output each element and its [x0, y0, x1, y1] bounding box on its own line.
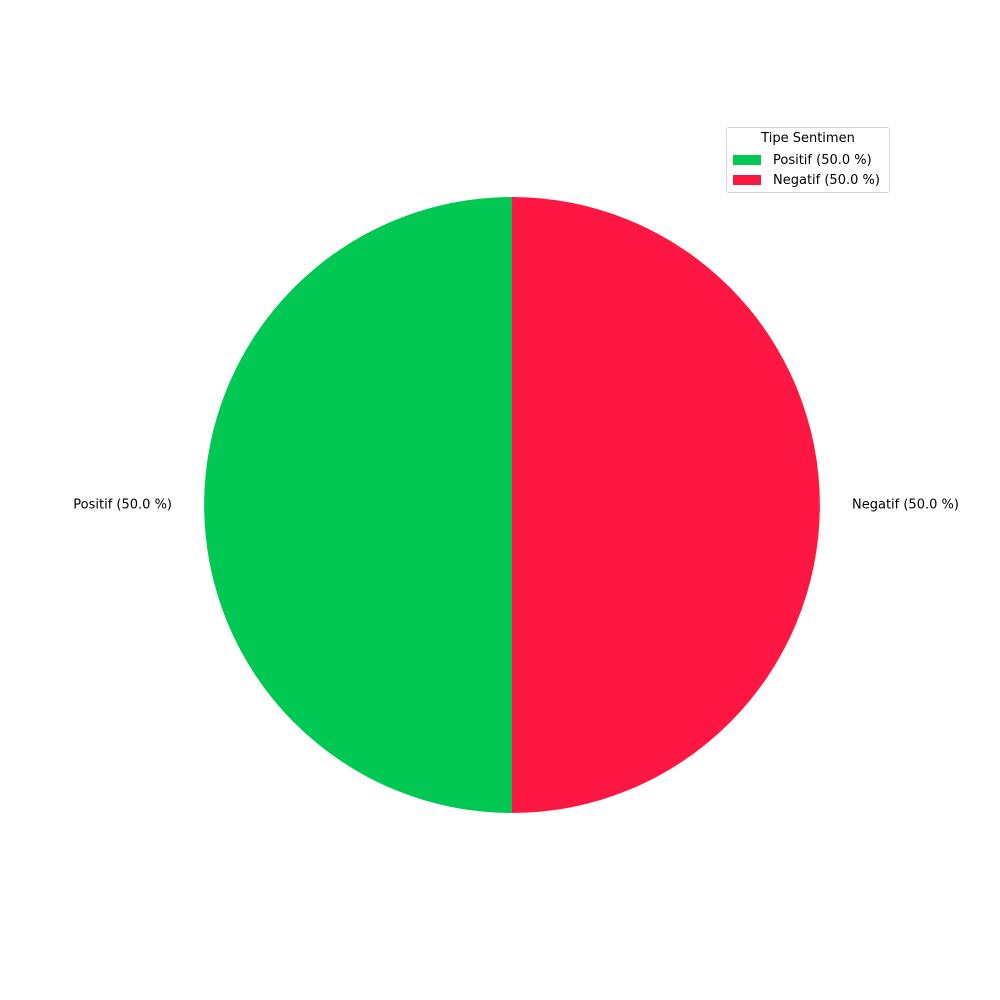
legend-entry-negatif: Negatif (50.0 %)	[733, 171, 880, 189]
legend-entry-positif: Positif (50.0 %)	[733, 151, 872, 169]
pie-labels: Positif (50.0 %) Negatif (50.0 %)	[73, 498, 959, 513]
pie-label-negatif: Negatif (50.0 %)	[852, 498, 959, 513]
legend-swatch-negatif	[733, 175, 761, 185]
legend-swatch-positif	[733, 155, 761, 165]
pie-slices	[204, 197, 820, 813]
pie-slice-negatif	[512, 197, 820, 813]
legend-label-negatif: Negatif (50.0 %)	[773, 172, 880, 188]
legend-title: Tipe Sentimen	[761, 131, 855, 146]
pie-slice-positif	[204, 197, 512, 813]
legend-label-positif: Positif (50.0 %)	[773, 152, 872, 168]
legend: Tipe Sentimen Positif (50.0 %) Negatif (…	[726, 127, 890, 193]
pie-label-positif: Positif (50.0 %)	[73, 498, 172, 513]
